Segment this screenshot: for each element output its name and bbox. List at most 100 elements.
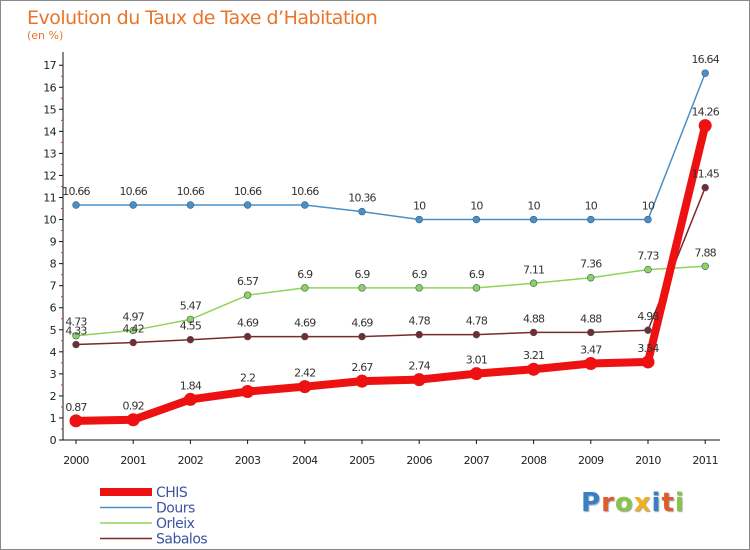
x-tick-label: 2009 [578,454,604,467]
y-tick-label: 1 [50,412,56,425]
data-point-sabalos [301,332,309,341]
logo-letter: t [661,488,675,518]
data-point-sabalos [72,340,80,349]
data-point-orleix [72,332,80,340]
data-point-dours [644,215,652,224]
y-tick-label: 16 [43,81,56,94]
x-tick-label: 2010 [635,454,661,467]
data-label-sabalos: 4.69 [294,317,316,330]
series-line-dours [76,72,706,221]
x-tick-label: 2004 [292,454,318,467]
data-label-orleix: 7.11 [523,263,544,276]
data-label-dours: 10 [642,200,655,213]
y-tick-label: 6 [50,302,57,315]
data-point-sabalos [358,332,366,341]
series-line-sabalos [75,187,706,346]
y-tick-label: 17 [43,59,56,72]
x-tick-label: 2011 [692,454,718,467]
data-point-chis [241,385,255,398]
data-point-sabalos [243,332,252,341]
data-label-sabalos: 4.69 [237,317,259,330]
logo-letter: x [633,488,652,518]
data-label-orleix: 6.9 [354,268,370,281]
legend-label-sabalos: Sabalos [156,532,207,548]
y-tick-label: 10 [43,214,56,227]
data-label-chis: 3.54 [637,342,659,355]
data-point-sabalos [644,326,652,334]
data-point-sabalos [186,335,195,344]
data-label-orleix: 6.9 [412,268,428,281]
data-point-dours [415,215,423,224]
data-label-chis: 2.74 [409,360,431,373]
y-tick-label: 11 [43,192,56,205]
logo-letter: o [614,488,634,518]
series-line-orleix [75,265,706,337]
data-label-chis: 3.21 [523,349,544,362]
data-point-dours [529,215,538,224]
legend-label-dours: Dours [156,501,195,517]
data-point-dours [358,207,366,216]
data-point-orleix [644,265,652,274]
data-point-dours [72,201,80,209]
data-label-chis: 2.67 [351,361,373,374]
data-point-dours [587,215,595,224]
data-point-chis [298,380,312,394]
x-tick-label: 2003 [235,454,261,467]
y-tick-label: 7 [50,280,57,293]
data-label-sabalos: 11.45 [691,168,719,181]
data-point-dours [701,69,709,77]
data-point-orleix [587,274,595,282]
data-point-sabalos [587,328,595,337]
data-label-orleix: 4.97 [123,310,145,323]
x-tick-label: 2006 [406,454,432,467]
data-point-chis [69,414,83,428]
y-tick-label: 8 [50,258,57,271]
data-point-sabalos [129,338,137,347]
chart-subtitle: (en %) [27,29,64,42]
data-label-sabalos: 4.55 [180,320,202,333]
data-label-chis: 1.84 [180,379,202,392]
x-tick-label: 2008 [521,454,547,467]
data-label-sabalos: 4.88 [580,312,602,325]
data-point-orleix [358,284,366,292]
data-label-dours: 10.66 [119,185,147,198]
data-point-dours [301,201,309,209]
data-label-dours: 10 [585,200,598,213]
data-point-dours [129,201,137,209]
proxiti-logo: Proxiti [581,488,685,518]
data-label-sabalos: 4.42 [123,323,144,336]
data-label-sabalos: 4.98 [637,310,659,323]
data-label-chis: 3.01 [466,354,487,367]
data-label-orleix: 6.57 [237,275,259,288]
data-point-orleix [701,262,709,270]
data-label-orleix: 7.73 [637,250,659,263]
data-label-sabalos: 4.69 [351,317,373,330]
data-label-sabalos: 4.78 [466,315,488,328]
y-tick-label: 14 [43,125,56,138]
data-point-chis [584,357,598,371]
data-point-orleix [186,315,195,324]
data-label-chis: 0.92 [123,400,144,413]
data-point-chis [469,367,483,381]
data-point-dours [243,201,252,209]
data-point-dours [472,215,481,224]
y-tick-label: 4 [50,346,57,359]
data-label-dours: 10.66 [234,185,262,198]
data-label-orleix: 4.73 [65,316,87,329]
series-line-chis [75,124,710,425]
data-label-chis: 2.2 [240,372,255,385]
data-label-chis: 3.47 [580,344,602,357]
x-tick-label: 2007 [464,454,490,467]
data-label-orleix: 5.47 [180,299,202,312]
data-point-sabalos [415,330,423,339]
y-tick-label: 5 [50,324,57,337]
data-point-chis [698,119,712,133]
data-point-dours [186,201,195,209]
data-label-orleix: 6.9 [297,268,313,281]
data-point-sabalos [529,328,538,337]
data-point-orleix [415,284,423,292]
data-point-chis [412,373,426,387]
y-tick-label: 15 [43,103,56,116]
